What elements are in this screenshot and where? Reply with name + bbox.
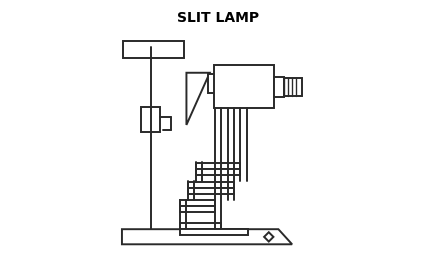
Bar (123, 41, 184, 58)
Text: SLIT LAMP: SLIT LAMP (177, 11, 259, 25)
Bar (180, 229, 248, 235)
Bar (141, 107, 160, 132)
Bar (188, 188, 235, 194)
Bar (196, 169, 240, 175)
Bar (188, 182, 235, 188)
Polygon shape (122, 229, 292, 244)
Bar (274, 77, 284, 97)
Bar (180, 200, 215, 206)
Bar (208, 74, 215, 93)
Bar (284, 78, 302, 96)
Polygon shape (264, 232, 273, 242)
Bar (180, 223, 221, 229)
Bar (180, 206, 215, 212)
Polygon shape (187, 73, 210, 125)
Bar (214, 64, 274, 108)
Bar (196, 163, 240, 169)
